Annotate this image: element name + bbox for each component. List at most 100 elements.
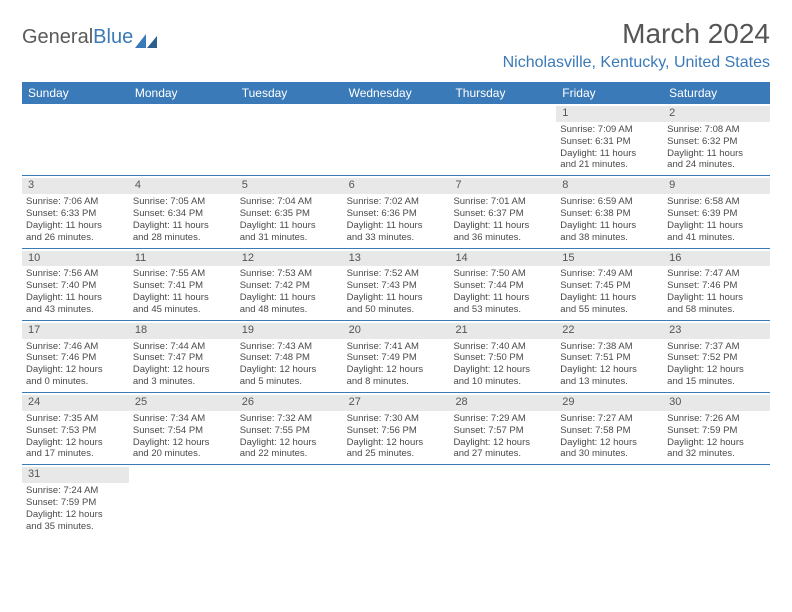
cell-text: and 38 minutes. <box>560 232 659 244</box>
calendar-cell-empty <box>129 104 236 175</box>
day-number: 30 <box>663 395 770 411</box>
cell-text: Sunrise: 7:06 AM <box>26 196 125 208</box>
calendar-cell: 18Sunrise: 7:44 AMSunset: 7:47 PMDayligh… <box>129 321 236 392</box>
dow-header: Thursday <box>449 82 556 104</box>
cell-text: and 13 minutes. <box>560 376 659 388</box>
calendar-cell-empty <box>236 465 343 536</box>
cell-text: Daylight: 12 hours <box>667 437 766 449</box>
day-number: 27 <box>343 395 450 411</box>
day-number: 3 <box>22 178 129 194</box>
cell-text: and 41 minutes. <box>667 232 766 244</box>
day-number: 8 <box>556 178 663 194</box>
cell-text: and 31 minutes. <box>240 232 339 244</box>
cell-text: Sunrise: 7:01 AM <box>453 196 552 208</box>
cell-text: Sunrise: 7:32 AM <box>240 413 339 425</box>
cell-text: and 15 minutes. <box>667 376 766 388</box>
day-number: 17 <box>22 323 129 339</box>
day-number: 1 <box>556 106 663 122</box>
cell-text: Sunset: 6:38 PM <box>560 208 659 220</box>
cell-text: and 36 minutes. <box>453 232 552 244</box>
calendar-cell: 8 Sunrise: 6:59 AMSunset: 6:38 PMDaylight… <box>556 176 663 247</box>
cell-text: Sunrise: 7:41 AM <box>347 341 446 353</box>
calendar-cell: 4Sunrise: 7:05 AMSunset: 6:34 PMDaylight… <box>129 176 236 247</box>
cell-text: Daylight: 11 hours <box>560 220 659 232</box>
calendar-cell: 27Sunrise: 7:30 AMSunset: 7:56 PMDayligh… <box>343 393 450 464</box>
cell-text: Daylight: 12 hours <box>26 437 125 449</box>
cell-text: and 3 minutes. <box>133 376 232 388</box>
cell-text: Sunset: 6:34 PM <box>133 208 232 220</box>
cell-text: Sunset: 6:32 PM <box>667 136 766 148</box>
cell-text: Daylight: 11 hours <box>667 220 766 232</box>
cell-text: and 20 minutes. <box>133 448 232 460</box>
cell-text: Sunset: 7:54 PM <box>133 425 232 437</box>
day-number: 10 <box>22 251 129 267</box>
calendar-cell-empty <box>449 465 556 536</box>
day-number: 7 <box>449 178 556 194</box>
cell-text: Sunrise: 7:46 AM <box>26 341 125 353</box>
calendar-week: 31Sunrise: 7:24 AMSunset: 7:59 PMDayligh… <box>22 465 770 536</box>
day-number: 20 <box>343 323 450 339</box>
calendar-cell-empty <box>556 465 663 536</box>
cell-text: Sunrise: 7:26 AM <box>667 413 766 425</box>
cell-text: and 48 minutes. <box>240 304 339 316</box>
calendar-cell: 31Sunrise: 7:24 AMSunset: 7:59 PMDayligh… <box>22 465 129 536</box>
day-number: 18 <box>129 323 236 339</box>
dow-header: Sunday <box>22 82 129 104</box>
cell-text: and 28 minutes. <box>133 232 232 244</box>
cell-text: Daylight: 11 hours <box>453 292 552 304</box>
cell-text: Sunrise: 7:05 AM <box>133 196 232 208</box>
cell-text: and 53 minutes. <box>453 304 552 316</box>
cell-text: and 27 minutes. <box>453 448 552 460</box>
cell-text: Sunset: 7:49 PM <box>347 352 446 364</box>
day-number: 28 <box>449 395 556 411</box>
cell-text: Sunset: 7:51 PM <box>560 352 659 364</box>
calendar-cell: 13Sunrise: 7:52 AMSunset: 7:43 PMDayligh… <box>343 249 450 320</box>
day-number: 11 <box>129 251 236 267</box>
calendar-cell-empty <box>22 104 129 175</box>
cell-text: Daylight: 11 hours <box>667 292 766 304</box>
calendar-cell: 7Sunrise: 7:01 AMSunset: 6:37 PMDaylight… <box>449 176 556 247</box>
cell-text: Sunrise: 7:34 AM <box>133 413 232 425</box>
dow-header: Friday <box>556 82 663 104</box>
cell-text: Sunset: 7:42 PM <box>240 280 339 292</box>
title-block: March 2024 Nicholasville, Kentucky, Unit… <box>503 18 770 72</box>
day-number: 24 <box>22 395 129 411</box>
calendar-cell: 11Sunrise: 7:55 AMSunset: 7:41 PMDayligh… <box>129 249 236 320</box>
cell-text: Sunrise: 7:27 AM <box>560 413 659 425</box>
cell-text: and 0 minutes. <box>26 376 125 388</box>
cell-text: Sunset: 7:44 PM <box>453 280 552 292</box>
cell-text: Daylight: 12 hours <box>240 364 339 376</box>
location-label: Nicholasville, Kentucky, United States <box>503 54 770 72</box>
day-number: 14 <box>449 251 556 267</box>
cell-text: Sunrise: 7:02 AM <box>347 196 446 208</box>
cell-text: Sunrise: 7:09 AM <box>560 124 659 136</box>
calendar-cell: 12Sunrise: 7:53 AMSunset: 7:42 PMDayligh… <box>236 249 343 320</box>
calendar-cell: 26Sunrise: 7:32 AMSunset: 7:55 PMDayligh… <box>236 393 343 464</box>
cell-text: Daylight: 12 hours <box>240 437 339 449</box>
calendar: SundayMondayTuesdayWednesdayThursdayFrid… <box>22 82 770 537</box>
cell-text: Sunset: 6:39 PM <box>667 208 766 220</box>
cell-text: Daylight: 11 hours <box>560 148 659 160</box>
calendar-cell: 10Sunrise: 7:56 AMSunset: 7:40 PMDayligh… <box>22 249 129 320</box>
cell-text: Sunset: 7:59 PM <box>26 497 125 509</box>
cell-text: Sunset: 7:55 PM <box>240 425 339 437</box>
cell-text: Daylight: 11 hours <box>133 292 232 304</box>
day-number: 23 <box>663 323 770 339</box>
cell-text: Sunrise: 6:59 AM <box>560 196 659 208</box>
calendar-week: 17Sunrise: 7:46 AMSunset: 7:46 PMDayligh… <box>22 321 770 393</box>
cell-text: Sunrise: 7:38 AM <box>560 341 659 353</box>
calendar-cell: 24Sunrise: 7:35 AMSunset: 7:53 PMDayligh… <box>22 393 129 464</box>
cell-text: Daylight: 11 hours <box>667 148 766 160</box>
cell-text: and 26 minutes. <box>26 232 125 244</box>
cell-text: and 58 minutes. <box>667 304 766 316</box>
cell-text: Sunset: 6:36 PM <box>347 208 446 220</box>
cell-text: Sunrise: 7:43 AM <box>240 341 339 353</box>
cell-text: and 21 minutes. <box>560 159 659 171</box>
day-number: 19 <box>236 323 343 339</box>
cell-text: Daylight: 11 hours <box>453 220 552 232</box>
dow-header: Saturday <box>663 82 770 104</box>
calendar-cell-empty <box>663 465 770 536</box>
cell-text: Daylight: 11 hours <box>26 220 125 232</box>
day-number: 15 <box>556 251 663 267</box>
cell-text: Sunset: 7:48 PM <box>240 352 339 364</box>
